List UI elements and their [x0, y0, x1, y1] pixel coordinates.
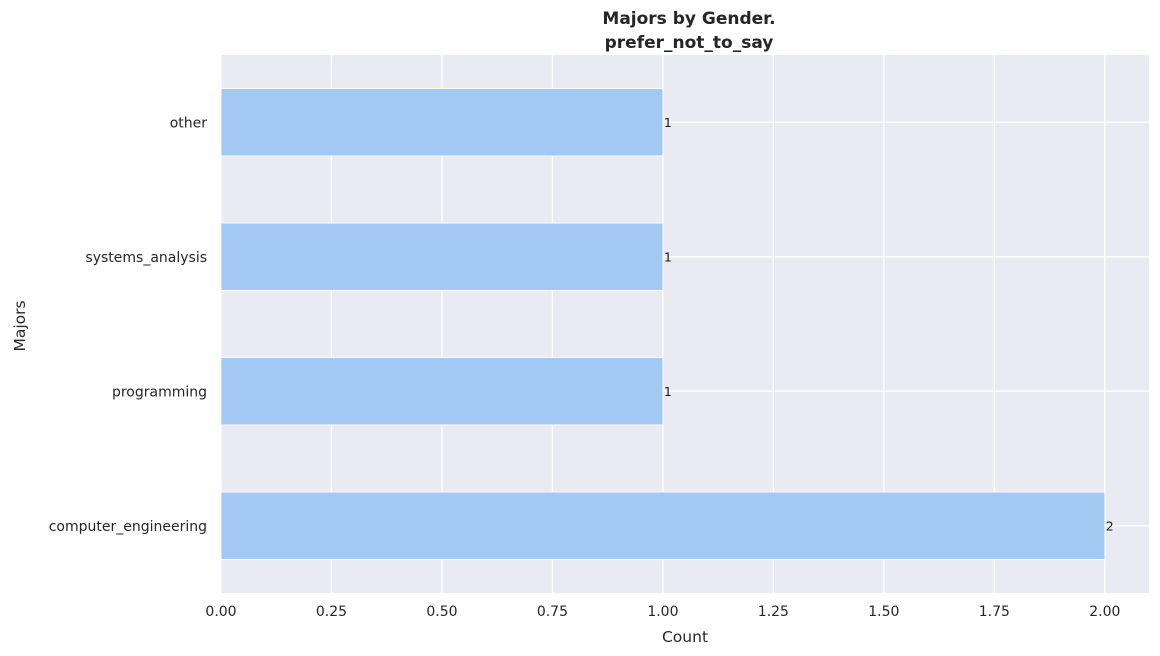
- bar-systems_analysis: [220, 222, 664, 291]
- y-axis-label: Majors: [11, 300, 29, 351]
- x-tick-label: 0.00: [205, 604, 236, 620]
- chart-title-line2: prefer_not_to_say: [605, 33, 774, 53]
- y-tick-label: systems_analysis: [85, 250, 207, 266]
- bar-computer_engineering: [220, 491, 1106, 560]
- x-tick-label: 2.00: [1089, 604, 1120, 620]
- x-tick-label: 0.25: [316, 604, 347, 620]
- data-label: 2: [1106, 518, 1114, 533]
- x-tick-label: 1.25: [758, 604, 789, 620]
- x-axis-label: Count: [662, 628, 708, 646]
- y-tick-label: programming: [112, 384, 207, 400]
- x-tick-label: 1.75: [979, 604, 1010, 620]
- tick-labels: 0.00 0.25 0.50 0.75 1.00 1.25 1.50 1.75 2.00 othe…: [49, 115, 1121, 620]
- data-labels: 1 1 1 2: [664, 115, 1114, 534]
- x-tick-label: 1.50: [868, 604, 899, 620]
- data-label: 1: [664, 115, 672, 130]
- x-tick-label: 1.00: [647, 604, 678, 620]
- x-tick-label: 0.75: [537, 604, 568, 620]
- y-tick-label: other: [170, 115, 208, 131]
- bar-programming: [220, 357, 664, 426]
- bar-other: [220, 88, 664, 157]
- bars: [220, 88, 1106, 560]
- chart-title-line1: Majors by Gender.: [602, 9, 775, 29]
- y-tick-label: computer_engineering: [49, 519, 207, 535]
- data-label: 1: [664, 384, 672, 399]
- data-label: 1: [664, 249, 672, 264]
- x-tick-label: 0.50: [426, 604, 457, 620]
